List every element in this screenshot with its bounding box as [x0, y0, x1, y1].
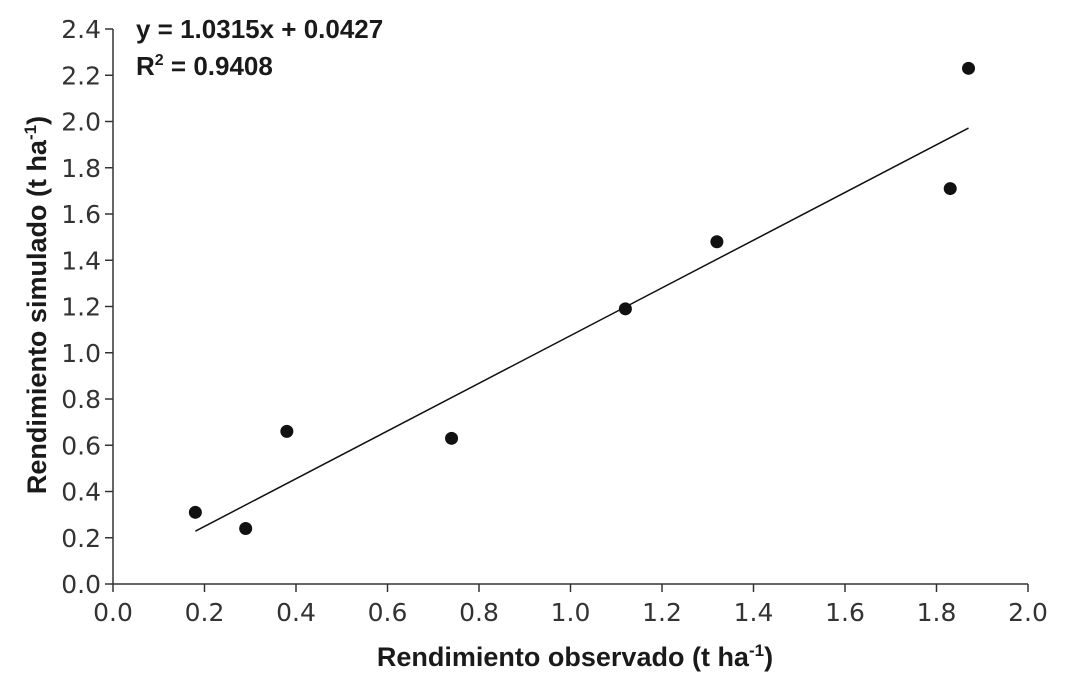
x-tick-label: 0.8	[459, 598, 499, 627]
y-tick-label: 1.4	[61, 246, 101, 275]
r-squared-prefix: R	[136, 51, 155, 81]
y-tick-label: 1.6	[61, 200, 101, 229]
data-point	[962, 61, 976, 75]
x-axis-title-end: )	[764, 642, 773, 672]
y-axis-title-main: Rendimiento simulado (t ha	[22, 139, 52, 494]
trendline-group	[195, 127, 969, 532]
x-tick-label: 1.4	[734, 598, 774, 627]
data-point	[618, 302, 632, 316]
y-tick-label: 0.0	[61, 570, 101, 599]
r-squared-superscript: 2	[155, 52, 164, 69]
x-tick-label: 0.2	[185, 598, 225, 627]
y-axis-title-sup: -1	[21, 125, 40, 140]
y-axis-title-end: )	[22, 116, 52, 125]
x-tick-label: 2.0	[1008, 598, 1048, 627]
x-tick-label: 1.2	[642, 598, 682, 627]
data-points	[188, 61, 976, 535]
x-axis-ticks: 0.0 0.2 0.4 0.6 0.8 1.0 1.2 1.4 1.6 1.8 2.0	[93, 584, 1048, 627]
data-point	[445, 431, 459, 445]
r-squared-value: = 0.9408	[164, 51, 273, 81]
x-tick-label: 1.8	[917, 598, 957, 627]
y-tick-label: 2.0	[61, 108, 101, 137]
x-tick-label: 1.0	[551, 598, 591, 627]
x-axis-title-sup: -1	[749, 641, 764, 660]
data-point	[710, 235, 724, 249]
y-tick-label: 1.0	[61, 339, 101, 368]
y-tick-label: 0.6	[61, 431, 101, 460]
axes	[112, 29, 1028, 585]
y-tick-label: 1.2	[61, 293, 101, 322]
y-tick-label: 1.8	[61, 154, 101, 183]
data-point	[943, 182, 957, 196]
r-squared-annotation: R2 = 0.9408	[136, 51, 273, 81]
x-axis-title: Rendimiento observado (t ha-1)	[377, 641, 773, 672]
data-point	[239, 522, 253, 535]
regression-equation: y = 1.0315x + 0.0427	[136, 14, 383, 44]
y-axis-ticks: 0.0 0.2 0.4 0.6 0.8 1.0 1.2 1.4 1.6 1.8 2.0 2.2 2.4	[61, 15, 113, 599]
data-point	[280, 424, 294, 438]
y-tick-label: 2.4	[61, 15, 101, 44]
y-axis-title: Rendimiento simulado (t ha-1)	[21, 116, 52, 494]
y-tick-label: 0.4	[61, 478, 101, 507]
y-tick-label: 0.2	[61, 524, 101, 553]
x-tick-label: 0.6	[368, 598, 408, 627]
x-tick-label: 0.4	[276, 598, 316, 627]
x-tick-label: 0.0	[93, 598, 133, 627]
data-point	[188, 505, 202, 519]
x-tick-label: 1.6	[825, 598, 865, 627]
y-tick-label: 0.8	[61, 385, 101, 414]
y-tick-label: 2.2	[61, 61, 101, 90]
trendline	[195, 127, 969, 532]
x-axis-title-main: Rendimiento observado (t ha	[377, 642, 750, 672]
